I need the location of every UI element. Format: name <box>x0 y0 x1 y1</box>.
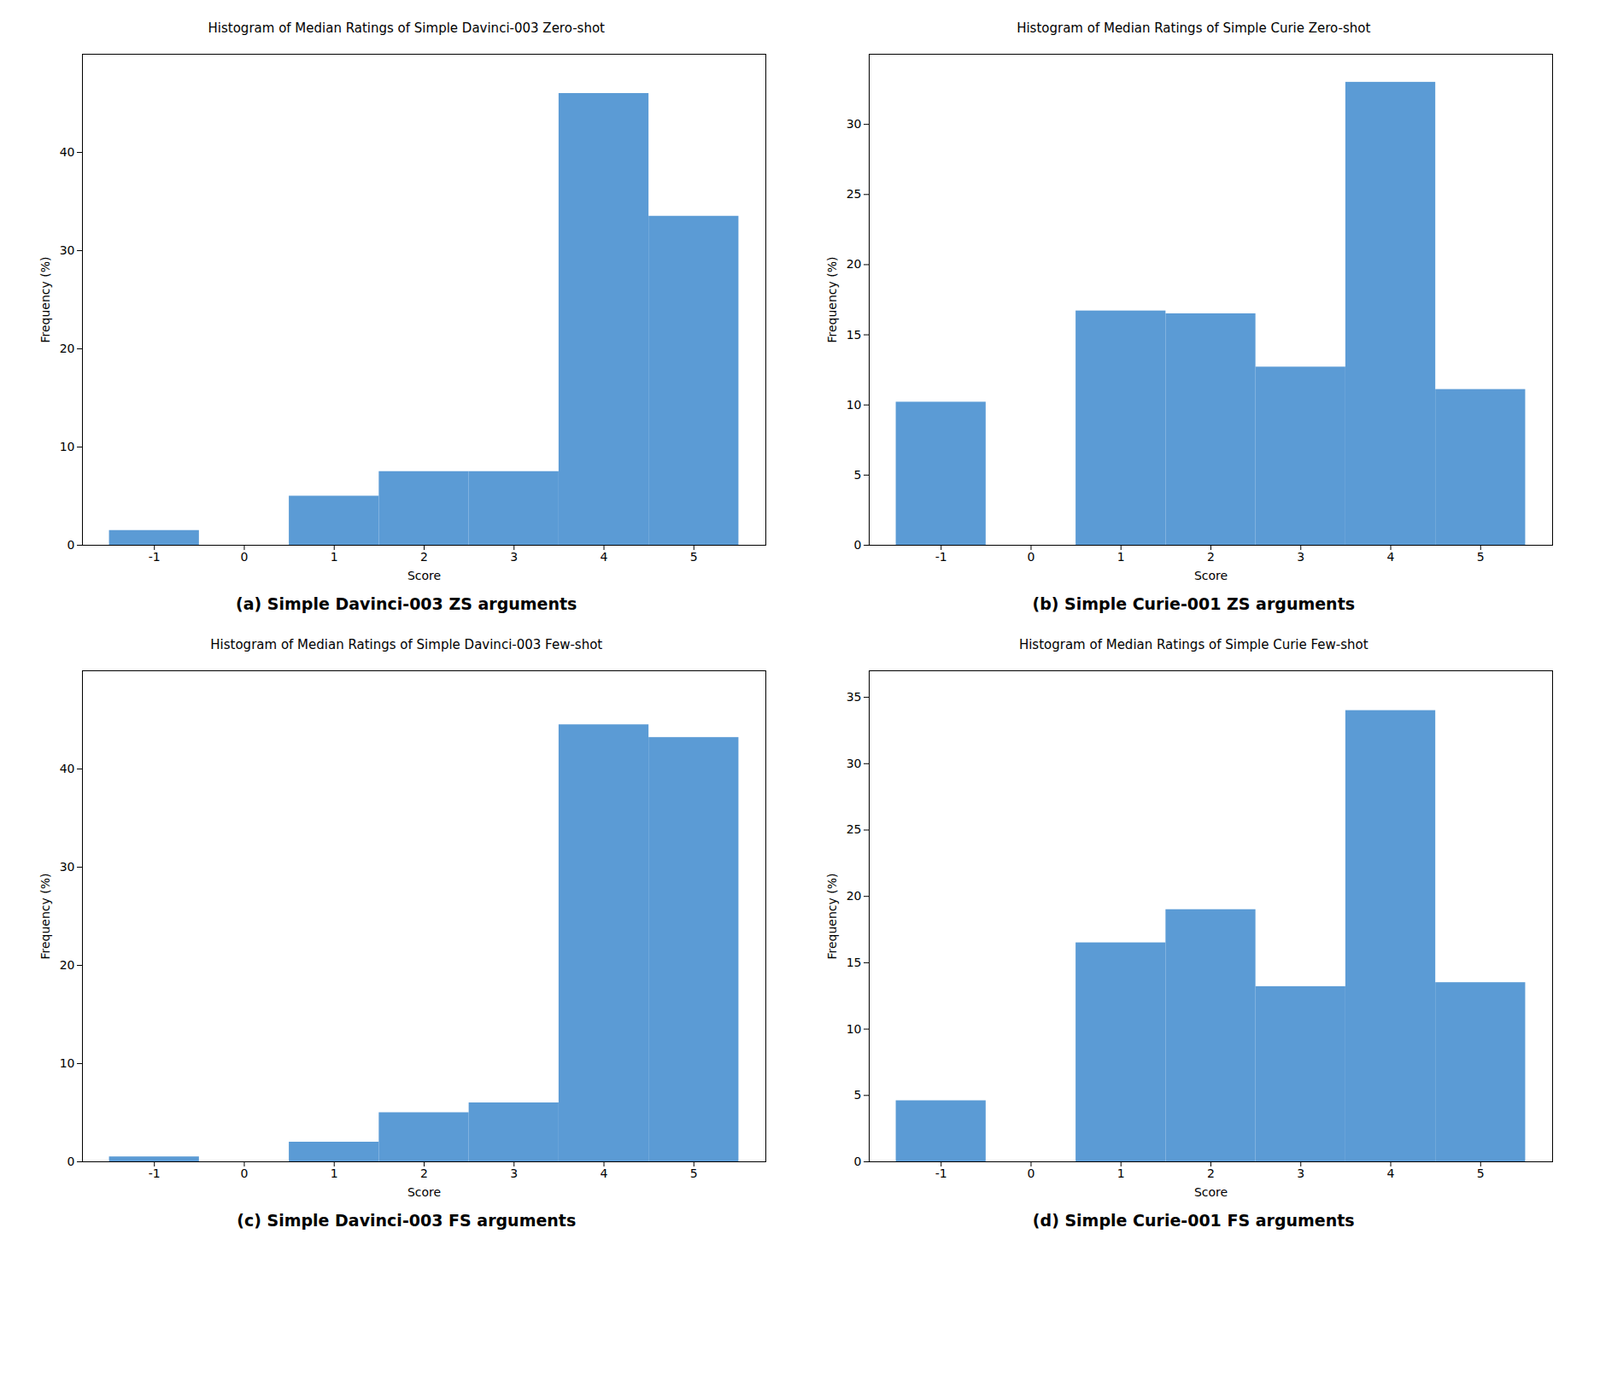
svg-text:5: 5 <box>1476 1166 1485 1181</box>
svg-text:5: 5 <box>690 1166 698 1181</box>
svg-text:5: 5 <box>854 468 862 482</box>
html-text:Histogram of Median Ratings of: Histogram of Median Ratings of Simple Da… <box>210 637 603 653</box>
svg-text:Score: Score <box>1194 1185 1228 1200</box>
html-text:Histogram of Median Ratings of: Histogram of Median Ratings of Simple Da… <box>208 20 605 36</box>
svg-text:5: 5 <box>1476 550 1485 564</box>
svg-text:Frequency (%): Frequency (%) <box>826 873 840 960</box>
svg-text:0: 0 <box>240 1166 248 1181</box>
svg-text:20: 20 <box>846 257 862 271</box>
svg-text:-1: -1 <box>147 1166 160 1181</box>
svg-text:40: 40 <box>58 761 75 776</box>
svg-text:Frequency (%): Frequency (%) <box>826 256 840 343</box>
svg-text:5: 5 <box>690 550 698 564</box>
svg-text:Frequency (%): Frequency (%) <box>38 873 53 960</box>
svg-text:3: 3 <box>1297 1166 1306 1181</box>
svg-text:4: 4 <box>599 550 608 564</box>
svg-text:3: 3 <box>509 1166 518 1181</box>
svg-text:0: 0 <box>66 538 75 552</box>
svg-text:Score: Score <box>407 1185 441 1200</box>
svg-text:0: 0 <box>240 550 248 564</box>
svg-text:0: 0 <box>1027 1166 1036 1181</box>
svg-text:Frequency (%): Frequency (%) <box>38 256 53 343</box>
svg-text:0: 0 <box>66 1154 75 1169</box>
svg-text:25: 25 <box>846 822 862 837</box>
svg-text:3: 3 <box>1297 550 1306 564</box>
svg-text:Score: Score <box>1194 568 1228 583</box>
svg-text:10: 10 <box>58 439 75 454</box>
svg-text:0: 0 <box>854 1154 862 1169</box>
svg-text:0: 0 <box>854 538 862 552</box>
svg-text:20: 20 <box>846 889 862 903</box>
svg-text:20: 20 <box>58 958 75 973</box>
svg-text:4: 4 <box>1387 550 1395 564</box>
svg-text:25: 25 <box>846 187 862 201</box>
svg-text:1: 1 <box>1117 1166 1126 1181</box>
svg-text:30: 30 <box>58 860 75 874</box>
svg-text:2: 2 <box>420 550 428 564</box>
html-text:(d) Simple Curie-001 FS argume: (d) Simple Curie-001 FS arguments <box>1032 1211 1355 1231</box>
svg-text:2: 2 <box>1207 1166 1215 1181</box>
svg-text:-1: -1 <box>935 550 948 564</box>
svg-text:30: 30 <box>846 756 862 771</box>
svg-text:10: 10 <box>846 398 862 412</box>
svg-text:10: 10 <box>58 1056 75 1071</box>
svg-text:-1: -1 <box>147 550 160 564</box>
svg-text:40: 40 <box>58 145 75 159</box>
svg-text:20: 20 <box>58 341 75 356</box>
svg-text:Score: Score <box>407 568 441 583</box>
html-text:(c) Simple Davinci-003 FS argu: (c) Simple Davinci-003 FS arguments <box>236 1211 577 1231</box>
svg-text:1: 1 <box>1117 550 1126 564</box>
html-text:Histogram of Median Ratings of: Histogram of Median Ratings of Simple Cu… <box>1019 637 1369 653</box>
svg-text:-1: -1 <box>935 1166 948 1181</box>
svg-text:35: 35 <box>846 690 862 704</box>
svg-text:10: 10 <box>846 1022 862 1037</box>
svg-text:5: 5 <box>854 1088 862 1102</box>
svg-text:2: 2 <box>1207 550 1215 564</box>
svg-text:15: 15 <box>846 955 862 970</box>
svg-text:30: 30 <box>58 243 75 258</box>
svg-text:2: 2 <box>420 1166 428 1181</box>
svg-text:4: 4 <box>1387 1166 1395 1181</box>
svg-text:1: 1 <box>330 1166 339 1181</box>
svg-text:4: 4 <box>599 1166 608 1181</box>
svg-text:0: 0 <box>1027 550 1036 564</box>
svg-text:15: 15 <box>846 328 862 342</box>
svg-text:1: 1 <box>330 550 339 564</box>
html-text:(b) Simple Curie-001 ZS argume: (b) Simple Curie-001 ZS arguments <box>1032 594 1355 614</box>
html-text:Histogram of Median Ratings of: Histogram of Median Ratings of Simple Cu… <box>1016 20 1371 36</box>
svg-text:3: 3 <box>509 550 518 564</box>
html-text:(a) Simple Davinci-003 ZS argu: (a) Simple Davinci-003 ZS arguments <box>235 594 577 614</box>
svg-text:30: 30 <box>846 117 862 131</box>
